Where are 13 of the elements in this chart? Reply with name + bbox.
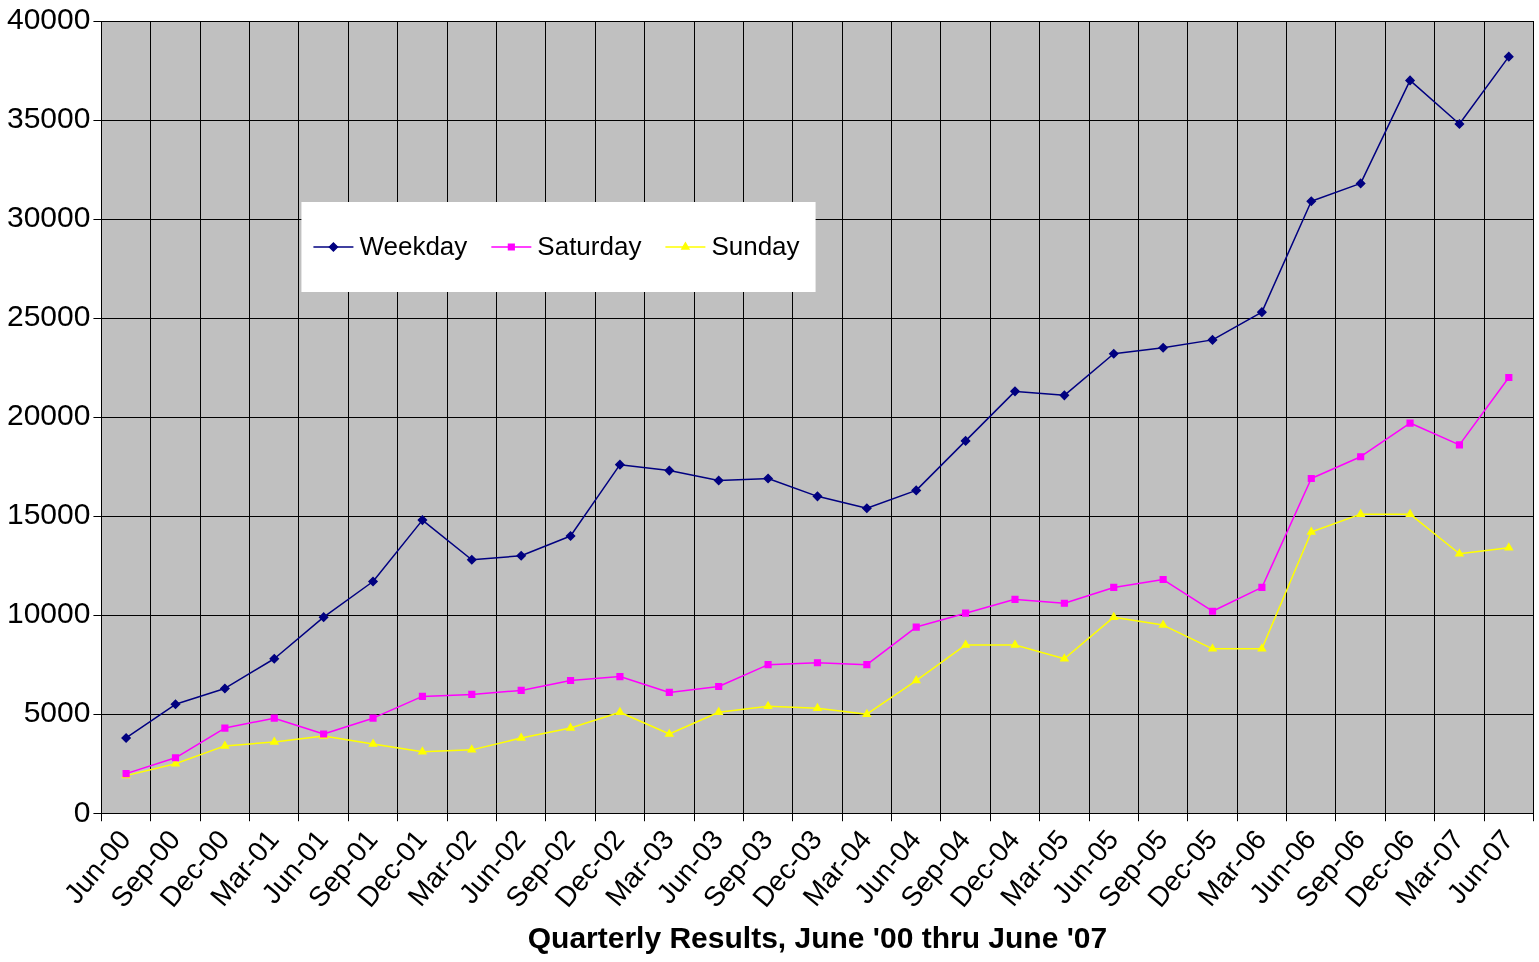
y-tick-label: 25000 [6,299,91,333]
y-tick-label: 30000 [6,200,91,234]
y-tick-label: 0 [73,794,91,828]
x-axis-title: Quarterly Results, June '00 thru June '07 [527,921,1108,955]
y-tick-label: 35000 [6,101,91,135]
y-tick-label: 15000 [6,497,91,531]
legend-label: Sunday [711,231,800,262]
y-tick-label: 10000 [6,596,91,630]
legend-label: Saturday [537,231,642,262]
y-tick-label: 5000 [23,695,91,729]
legend-label: Weekday [359,231,468,262]
y-tick-label: 40000 [6,2,91,36]
y-tick-label: 20000 [6,398,91,432]
